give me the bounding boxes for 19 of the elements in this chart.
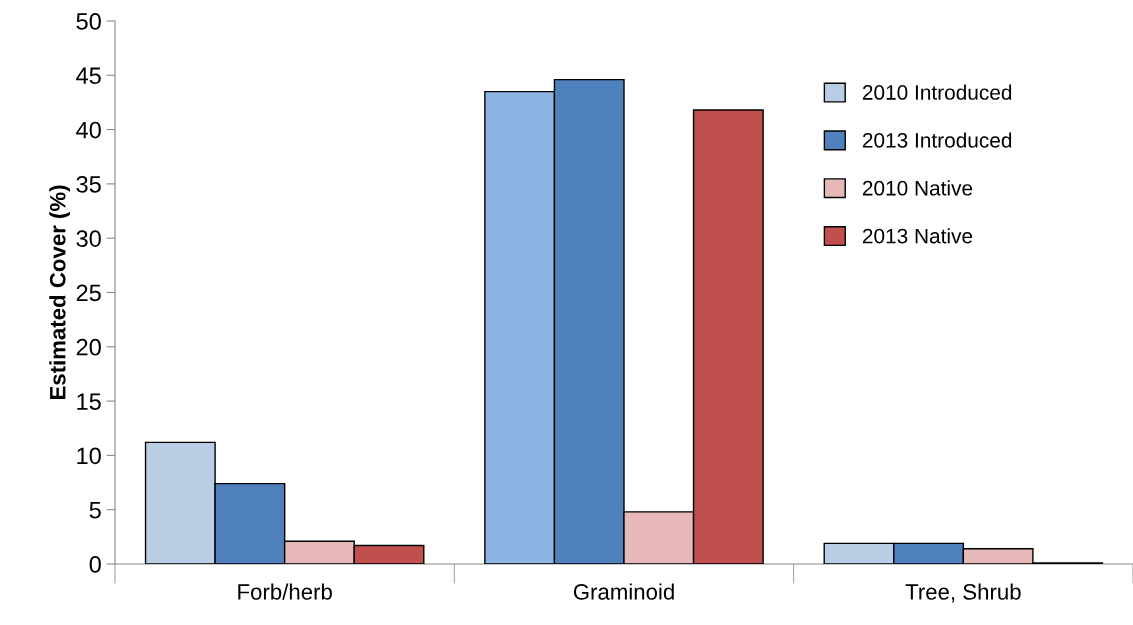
legend-label: 2010 Native: [862, 180, 973, 196]
x-tick-label: Forb/herb: [238, 583, 332, 600]
y-tick-label: 0: [89, 556, 101, 573]
y-axis-title: Estimated Cover (%): [49, 185, 70, 400]
y-tick-label: 45: [76, 67, 101, 85]
y-tick-label: 50: [76, 13, 101, 30]
y-tick-label: 35: [76, 175, 101, 193]
y-tick-label: 25: [76, 284, 101, 302]
x-tick-label: Tree, Shrub: [905, 583, 1021, 603]
y-tick-label: 20: [76, 338, 101, 356]
legend-label: 2010 Introduced: [862, 84, 1012, 100]
y-tick-label: 5: [89, 502, 101, 519]
legend-label: 2013 Introduced: [862, 132, 1012, 148]
y-tick-label: 15: [77, 393, 101, 410]
y-tick-label: 40: [76, 121, 101, 139]
x-tick-label: Graminoid: [573, 583, 674, 600]
y-tick-label: 30: [76, 230, 101, 247]
y-tick-label: 10: [77, 447, 101, 465]
legend-label: 2013 Native: [862, 228, 973, 244]
